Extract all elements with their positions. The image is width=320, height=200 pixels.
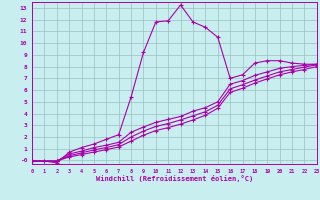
X-axis label: Windchill (Refroidissement éolien,°C): Windchill (Refroidissement éolien,°C) — [96, 175, 253, 182]
